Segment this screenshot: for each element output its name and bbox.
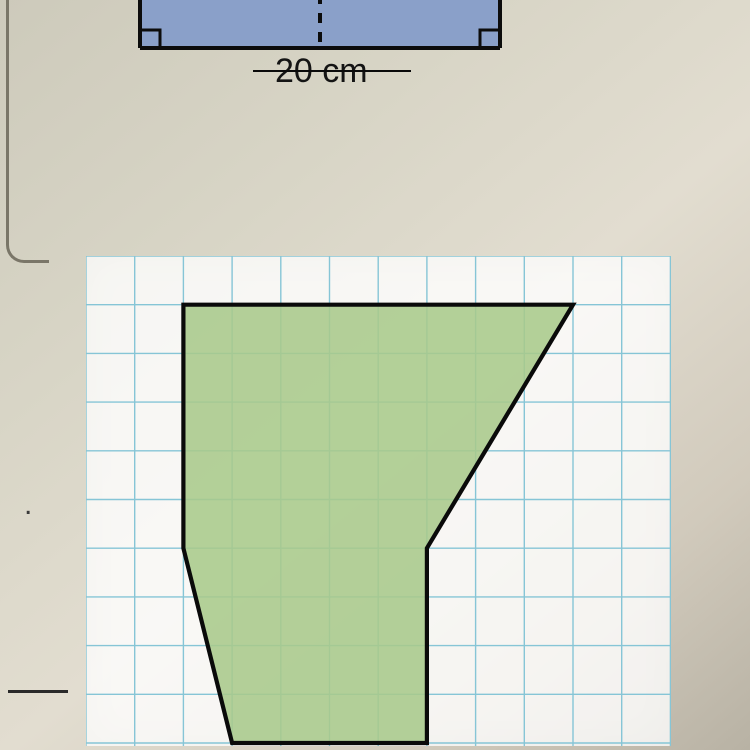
left-margin-bracket	[6, 0, 49, 263]
bottom-left-rule	[8, 690, 68, 693]
strikethrough-20cm	[253, 70, 411, 72]
grid-svg	[86, 256, 671, 746]
list-bullet: .	[24, 488, 32, 522]
grid-figure	[86, 256, 671, 746]
page-root: 9 cm 20 cm .	[0, 0, 750, 750]
rectangle-figure: 9 cm 20 cm	[120, 0, 540, 110]
